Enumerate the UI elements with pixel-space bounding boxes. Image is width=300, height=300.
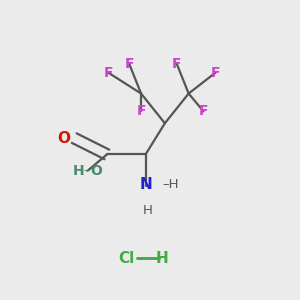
Text: O: O [58,130,70,146]
Text: F: F [211,66,220,80]
Text: Cl: Cl [118,251,134,266]
Text: H: H [143,203,153,217]
Text: F: F [124,57,134,71]
Text: F: F [199,104,208,118]
Text: H: H [72,164,84,178]
Text: –H: –H [163,178,179,191]
Text: F: F [103,66,113,80]
Text: –: – [84,164,90,177]
Text: H: H [155,251,168,266]
Text: O: O [90,164,102,178]
Text: F: F [172,57,182,71]
Text: F: F [136,104,146,118]
Text: N: N [139,177,152,192]
